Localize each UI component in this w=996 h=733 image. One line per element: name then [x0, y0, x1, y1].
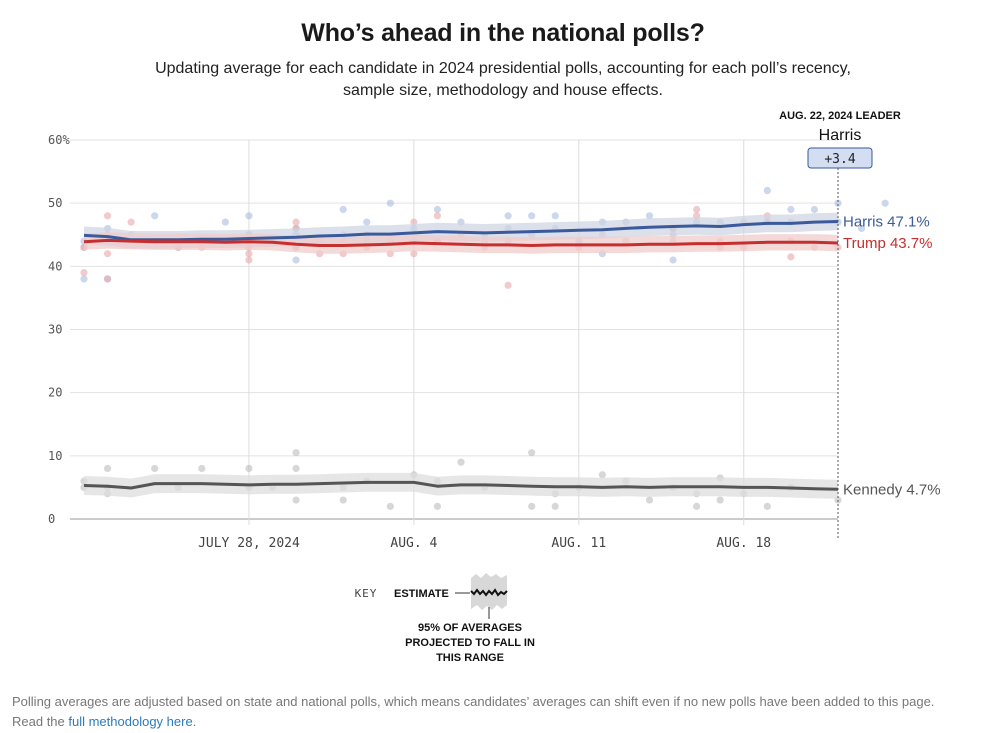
harris-poll-dot-43 — [669, 256, 677, 264]
key-estimate-line — [470, 588, 508, 597]
kennedy-poll-dot-28 — [598, 471, 606, 479]
kennedy-poll-dot-7 — [198, 464, 206, 473]
harris-poll-dot-11 — [245, 212, 253, 220]
harris-poll-dot-48 — [763, 186, 771, 195]
trump-poll-dot-2 — [103, 212, 112, 220]
trump-poll-dot-5 — [103, 250, 112, 258]
kennedy-poll-dot-35 — [716, 496, 724, 504]
methodology-link[interactable]: full methodology here — [68, 714, 193, 729]
trump-poll-dot-4 — [103, 275, 112, 283]
kennedy-poll-dot-33 — [693, 502, 701, 510]
key-label: KEY — [355, 587, 378, 600]
harris-poll-dot-22 — [363, 218, 371, 226]
kennedy-poll-dot-23 — [528, 449, 536, 457]
trump-poll-dot-11 — [245, 250, 253, 258]
y-tick-label-20: 20 — [48, 386, 62, 400]
y-tick-label-10: 10 — [48, 449, 62, 463]
y-tick-label-50: 50 — [48, 196, 62, 210]
chart-axes: 0 10 20 30 40 50 60% JULY 28, 2024 AUG. 4 AUG. 11… — [48, 133, 771, 551]
x-tick-label-aug-18: AUG. 18 — [716, 536, 771, 551]
kennedy-poll-dot-17 — [386, 502, 394, 510]
chart-grid — [70, 139, 838, 525]
kennedy-poll-dot-2 — [103, 464, 112, 473]
trump-poll-dot-0 — [80, 269, 88, 277]
kennedy-poll-dot-20 — [433, 502, 442, 510]
trump-poll-dot-33 — [504, 281, 512, 289]
x-tick-label-aug-4: AUG. 4 — [390, 536, 437, 551]
harris-poll-dot-32 — [504, 212, 512, 220]
harris-poll-dot-55 — [857, 224, 866, 233]
trump-poll-dot-28 — [433, 212, 442, 220]
harris-poll-dot-20 — [339, 205, 347, 214]
harris-poll-dot-53 — [834, 199, 842, 207]
trump-poll-dot-6 — [127, 218, 135, 226]
harris-end-label: Harris 47.1% — [843, 213, 930, 230]
footnote-prefix: Read the — [12, 714, 69, 729]
methodology-footnote: Polling averages are adjusted based on s… — [12, 692, 992, 732]
key-estimate-label: ESTIMATE — [394, 588, 449, 600]
y-tick-label-0: 0 — [48, 512, 55, 526]
y-tick-label-60: 60% — [48, 133, 70, 147]
trump-average-line — [83, 238, 839, 247]
kennedy-poll-dot-15 — [339, 496, 347, 504]
x-tick-label-july-28-2024: JULY 28, 2024 — [198, 536, 300, 551]
polling-average-chart: 0 10 20 30 40 50 60% JULY 28, 2024 AUG. 4 AUG. 11… — [48, 110, 941, 664]
kennedy-poll-dot-12 — [292, 464, 300, 473]
harris-poll-dot-0 — [80, 275, 88, 283]
kennedy-poll-dot-30 — [645, 496, 654, 504]
leader-callout: AUG. 22, 2024 LEADER Harris +3.4 — [779, 110, 901, 539]
subtitle-line-1: Updating average for each candidate in 2… — [155, 60, 851, 77]
harris-poll-dot-56 — [881, 199, 889, 207]
x-tick-label-aug-11: AUG. 11 — [551, 536, 606, 551]
kennedy-poll-dot-11 — [292, 449, 300, 457]
harris-poll-dot-34 — [528, 212, 536, 220]
trump-poll-dot-48 — [787, 253, 795, 261]
harris-poll-dot-24 — [386, 199, 394, 207]
leader-name: Harris — [819, 127, 862, 144]
key-range-note-3: THIS RANGE — [436, 652, 504, 664]
trump-poll-dot-12 — [245, 256, 253, 264]
kennedy-poll-dot-24 — [528, 502, 536, 510]
y-tick-label-40: 40 — [48, 259, 62, 273]
y-tick-label-30: 30 — [48, 323, 62, 337]
kennedy-poll-dot-26 — [551, 502, 559, 510]
leader-caption: AUG. 22, 2024 LEADER — [779, 110, 901, 122]
chart-title: Who’s ahead in the national polls? — [301, 19, 705, 47]
chart-subtitle: Updating average for each candidate in 2… — [100, 58, 906, 102]
kennedy-end-label: Kennedy 4.7% — [843, 481, 941, 498]
kennedy-poll-dot-8 — [245, 464, 253, 473]
kennedy-poll-dot-13 — [292, 496, 300, 504]
end-labels: Harris 47.1% Trump 43.7% Kennedy 4.7% — [843, 213, 941, 498]
kennedy-average-line — [83, 480, 839, 491]
harris-poll-dot-7 — [151, 212, 159, 220]
kennedy-poll-dot-37 — [763, 502, 771, 510]
leader-margin: +3.4 — [824, 152, 855, 167]
footnote-suffix: . — [192, 714, 197, 729]
harris-poll-dot-35 — [551, 212, 559, 220]
trump-poll-dot-40 — [693, 205, 701, 214]
trump-poll-dot-26 — [410, 250, 418, 258]
chart-key: KEY ESTIMATE 95% OF AVERAGES PROJECTED T… — [355, 573, 535, 664]
footnote-line-2: Read the full methodology here. — [12, 712, 992, 732]
harris-poll-dot-41 — [645, 212, 654, 220]
harris-poll-dot-10 — [221, 218, 229, 226]
trump-end-label: Trump 43.7% — [843, 235, 932, 252]
harris-poll-dot-50 — [787, 205, 795, 214]
key-range-note-1: 95% OF AVERAGES — [418, 622, 522, 634]
subtitle-line-2: sample size, methodology and house effec… — [343, 82, 663, 99]
key-range-note-2: PROJECTED TO FALL IN — [405, 637, 535, 649]
average-lines — [83, 220, 839, 491]
harris-poll-dot-17 — [292, 256, 300, 264]
trump-poll-dot-15 — [292, 218, 300, 226]
kennedy-poll-dot-5 — [151, 464, 159, 473]
footnote-line-1: Polling averages are adjusted based on s… — [12, 694, 935, 709]
harris-average-line — [83, 220, 839, 242]
leader-margin-box — [807, 147, 873, 169]
harris-poll-dot-28 — [433, 205, 442, 214]
kennedy-poll-dot-21 — [457, 458, 465, 466]
harris-poll-dot-52 — [810, 205, 819, 214]
